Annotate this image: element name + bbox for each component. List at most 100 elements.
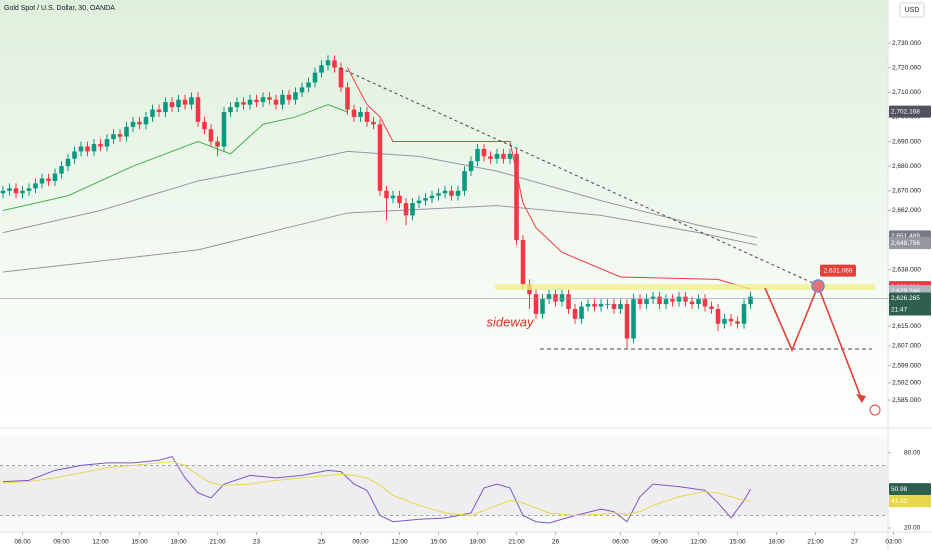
indicator-line (2, 150, 758, 239)
candle-body (618, 304, 623, 309)
x-tick-label: 23 (253, 539, 261, 546)
rsi-band (0, 465, 888, 516)
candle-body (728, 318, 734, 322)
candle-body (494, 153, 500, 159)
currency[interactable]: USD (905, 7, 920, 14)
candle-body (715, 308, 721, 324)
candle-body (722, 318, 727, 324)
y-tick-label: 2,592.000 (892, 380, 921, 387)
chart-title: Gold Spot / U.S. Dollar, 30, OANDA (4, 5, 115, 12)
y-tick-label: 2,710.000 (892, 89, 921, 96)
candle-body (91, 144, 97, 152)
y-tick-label: 2,670.000 (892, 188, 921, 195)
x-tick-label: 09:00 (651, 539, 668, 546)
candle-body (130, 121, 136, 127)
y-tick-label: 2,690.000 (892, 138, 921, 145)
candle-body (650, 296, 656, 300)
trend-line (339, 67, 816, 285)
candle-body (332, 60, 337, 68)
price-badge (889, 105, 931, 118)
candle-body (338, 67, 344, 88)
candle-body (663, 299, 669, 305)
candle-body (410, 203, 415, 216)
x-tick-label: 27 (851, 539, 859, 546)
candle-body (33, 183, 38, 189)
candle-body (475, 148, 480, 162)
x-tick-label: 18:00 (469, 539, 486, 546)
candle-body (124, 126, 129, 137)
candle-body (143, 116, 149, 125)
candle-body (254, 99, 259, 103)
plot-layer: 2,730.0002,720.0002,710.0002,700.0002,69… (0, 40, 931, 546)
y-tick-label: 2,599.000 (892, 362, 921, 369)
y-tick-label: 2,680.000 (892, 163, 921, 170)
price-badge-label: 2,702.168 (891, 108, 920, 115)
candle-body (468, 161, 474, 172)
candle-body (13, 188, 19, 194)
candle-body (176, 99, 181, 108)
x-tick-label: 21:00 (508, 539, 525, 546)
candle-body (514, 153, 519, 241)
candle-body (293, 92, 298, 100)
candle-body (585, 304, 591, 307)
candle-body (592, 304, 597, 307)
x-tick-label: 21:00 (209, 539, 226, 546)
x-tick-label: 15:00 (729, 539, 746, 546)
annotation-badge (820, 264, 856, 277)
candle-body (676, 296, 682, 302)
x-tick-label: 06:00 (14, 539, 31, 546)
candle-body (208, 129, 214, 142)
candle-body (611, 304, 617, 309)
candle-body (481, 148, 487, 157)
candle-body (501, 153, 506, 159)
x-tick-label: 06:00 (612, 539, 629, 546)
candle-body (156, 109, 162, 113)
candle-body (260, 97, 266, 103)
x-tick-label: 26 (552, 539, 560, 546)
candle-body (566, 294, 571, 309)
candle-body (572, 308, 578, 319)
candle-body (507, 153, 513, 159)
x-tick-label: 12:00 (391, 539, 408, 546)
candle-body (325, 60, 331, 66)
candle-body (234, 102, 240, 108)
candle-body (559, 294, 565, 302)
candle-body (215, 141, 220, 147)
candle-body (169, 102, 175, 108)
y-tick-label: 20.00 (904, 525, 921, 532)
target-marker (811, 279, 825, 293)
y-tick-label: 2,662.000 (892, 207, 921, 214)
candle-body (241, 102, 246, 105)
price-badge (889, 237, 931, 250)
candle-body (117, 134, 123, 137)
candle-body (377, 124, 383, 191)
price-badge (889, 292, 931, 305)
candle-body (104, 139, 110, 147)
main-pane (0, 0, 888, 420)
candle-body (709, 306, 714, 309)
candle-body (195, 97, 201, 122)
candle-body (358, 112, 363, 117)
candle-body (111, 134, 116, 140)
candle-body (449, 190, 454, 196)
x-tick-label: 21:00 (807, 539, 824, 546)
candle-body (0, 190, 6, 194)
currency-button[interactable] (899, 2, 925, 18)
x-tick-label: 15:00 (131, 539, 148, 546)
candle-body (696, 299, 701, 305)
countdown-badge (889, 304, 931, 316)
candle-body (579, 306, 584, 319)
candle-body (462, 171, 467, 191)
candle-body (202, 121, 207, 130)
candle-body (631, 299, 636, 339)
candle-body (741, 304, 747, 324)
candle-body (273, 99, 279, 105)
candle-body (488, 156, 493, 159)
x-tick-label: 12:00 (92, 539, 109, 546)
candle-body (345, 87, 350, 110)
candle-body (689, 301, 695, 305)
candle-body (286, 94, 292, 100)
event-icon[interactable] (869, 404, 881, 416)
candle-body (520, 240, 526, 285)
